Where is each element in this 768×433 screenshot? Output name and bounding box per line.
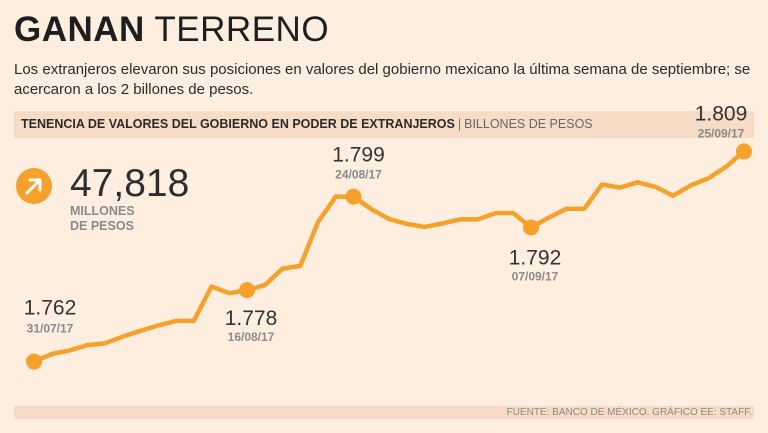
title-bold: GANAN [14,10,145,49]
data-point-31-07-17 [26,353,42,370]
data-point-16-08-17 [239,282,255,299]
kpi-unit-line2: DE PESOS [70,219,134,233]
band-title: TENENCIA DE VALORES DEL GOBIERNO EN PODE… [21,117,455,131]
kpi-value: 47,818 [70,162,190,205]
kpi-unit: MILLONES DE PESOS [70,204,135,234]
series-line [31,149,747,364]
data-label-value: 1.778 [225,307,278,330]
data-label-date: 16/08/17 [228,330,275,344]
data-label-date: 25/09/17 [698,126,745,140]
data-point-24-08-17 [345,188,362,205]
kpi-unit-line1: MILLONES [70,204,135,218]
band-label: TENENCIA DE VALORES DEL GOBIERNO EN PODE… [21,117,593,131]
band-separator: | [457,117,462,131]
data-label-value: 1.762 [24,297,77,320]
data-point-25-09-17 [736,143,752,160]
chart-title: GANAN TERRENO [14,8,329,52]
data-point-07-09-17 [523,219,539,236]
source-note: FUENTE: BANCO DE MÉXICO. GRÁFICO EE: STA… [506,407,752,418]
chart-header-band: TENENCIA DE VALORES DEL GOBIERNO EN PODE… [14,111,754,138]
data-label-date: 07/09/17 [512,269,559,283]
footer-band [14,406,754,419]
band-unit: BILLONES DE PESOS [464,117,593,131]
data-label-value: 1.792 [509,246,562,269]
data-label-value: 1.799 [332,144,385,167]
data-label-value: 1.809 [695,102,748,125]
arrow-up-right-icon [16,168,52,204]
chart-subtitle: Los extranjeros elevaron sus posiciones … [14,61,751,98]
title-light: TERRENO [154,10,330,49]
data-label-date: 24/08/17 [335,168,382,182]
data-label-date: 31/07/17 [27,322,74,336]
data-points [26,143,752,370]
